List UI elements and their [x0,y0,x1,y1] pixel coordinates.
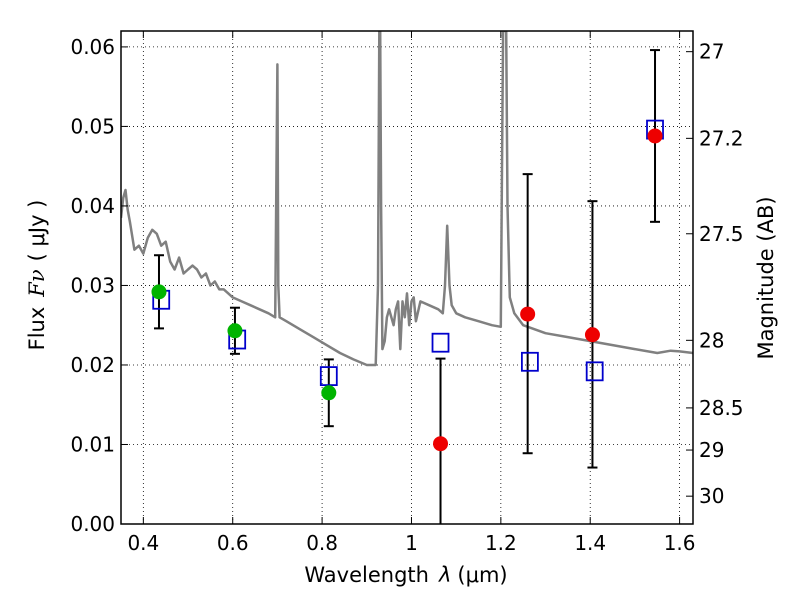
x-tick-label: 0.8 [306,531,338,555]
x-tick-label: 1.4 [574,531,606,555]
plot-frame [120,30,694,525]
photometry-point [520,306,536,322]
y-tick-labels: 0.00 0.01 0.02 0.03 0.04 0.05 0.06 [70,35,115,536]
y2-tick-label: 27.5 [699,222,744,246]
x-tick-labels: 0.4 0.6 0.8 1 1.2 1.4 1.6 [127,531,695,555]
y-tick-label: 0.02 [70,353,115,377]
x-tick-label: 1 [405,531,418,555]
y-tick-label: 0.00 [70,512,115,536]
y2-tick-label: 27 [699,40,724,64]
y-tick-label: 0.01 [70,432,115,456]
y-tick-label: 0.04 [70,194,115,218]
y2-tick-label: 28.5 [699,396,744,420]
x-tick-label: 1.6 [664,531,696,555]
x-axis-label: Wavelength λ (μm) [304,563,507,587]
x-tick-label: 1.2 [485,531,517,555]
x-tick-label: 0.6 [217,531,249,555]
photometry-point [227,323,243,339]
grid [121,31,693,524]
photometry-point [433,436,449,452]
photometry-point [647,128,663,144]
y-tick-label: 0.06 [70,35,115,59]
y2-tick-label: 29 [699,438,724,462]
y-tick-label: 0.03 [70,273,115,297]
model-spectrum-line [121,31,693,367]
y2-tick-label: 30 [699,484,724,508]
y2-axis-label: Magnitude (AB) [754,196,778,359]
y2-tick-labels: 27 27.2 27.5 28 28.5 29 30 [699,40,744,508]
y-axis-label: FluxFν( μJy ) [25,200,49,351]
ticks [121,31,693,525]
model-bandpass-square [431,332,450,353]
photometry-point [584,327,600,343]
y2-tick-label: 28 [699,328,724,352]
model-bandpass-square [585,361,604,382]
model-bandpass-square [319,366,338,387]
y-tick-label: 0.05 [70,114,115,138]
y2-tick-label: 27.2 [699,126,744,150]
x-tick-label: 0.4 [127,531,159,555]
model-bandpass-square [520,351,539,372]
plot-area [121,31,693,524]
photometry-point [151,284,167,300]
photometry-point [321,385,337,401]
